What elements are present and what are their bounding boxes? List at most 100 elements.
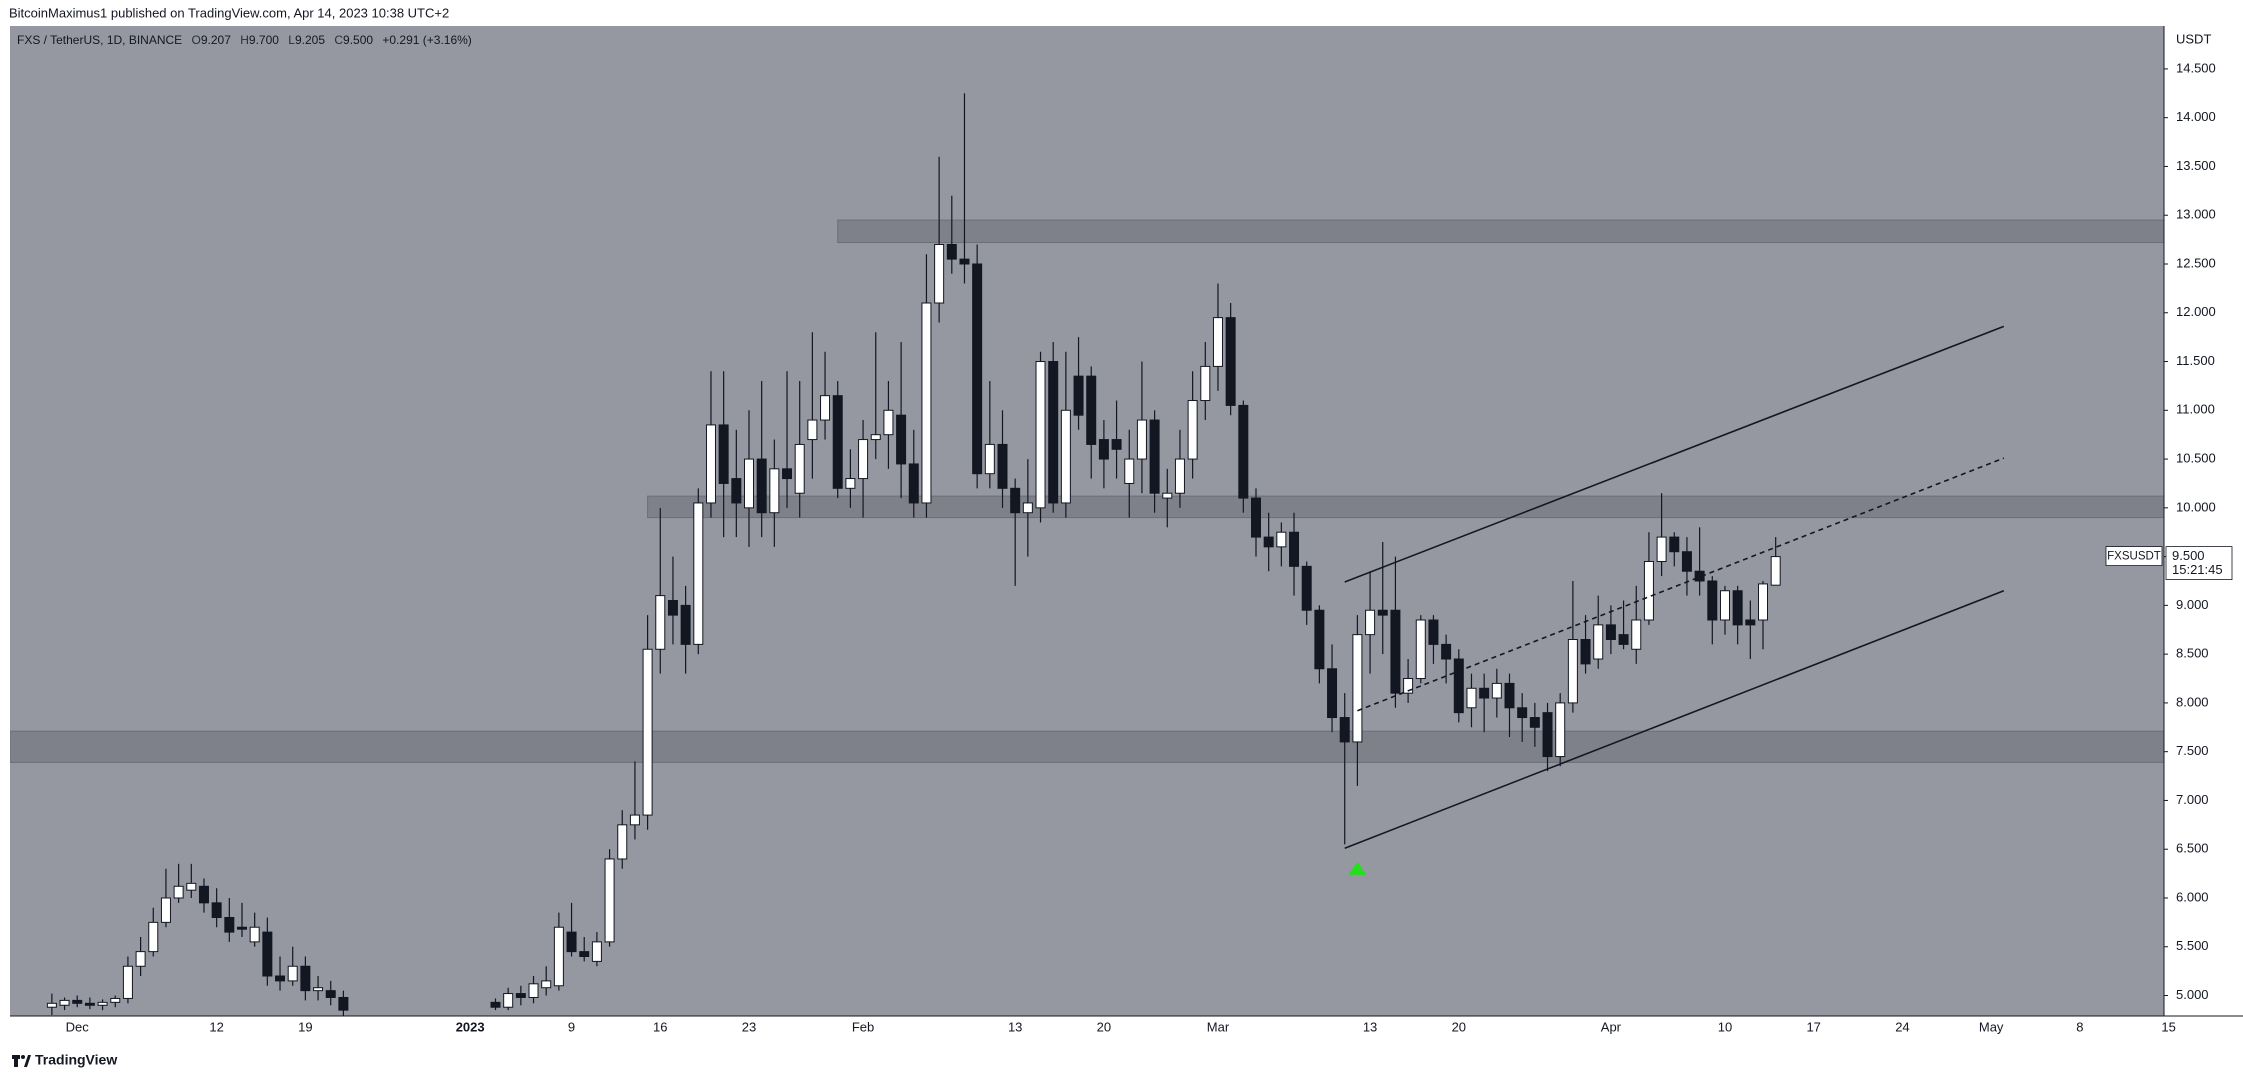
logo-part <box>24 1055 31 1067</box>
x-tick-label: 9 <box>568 1019 575 1034</box>
legend-value: 9.205 <box>295 33 325 47</box>
candle-body <box>1086 375 1097 445</box>
candle-body <box>1314 609 1325 670</box>
candle-body <box>122 965 133 999</box>
x-tick-label: May <box>1979 1019 2004 1034</box>
candle-body <box>503 993 514 1008</box>
candle-body <box>490 1001 501 1008</box>
candle-body <box>1301 565 1312 611</box>
candle-body <box>984 443 995 475</box>
candle-body <box>1694 570 1705 582</box>
y-tick-label: 6.000 <box>2176 889 2209 904</box>
zone <box>647 495 2164 519</box>
candle-body <box>629 814 640 826</box>
y-tick-label: 11.000 <box>2176 402 2215 417</box>
candle-body <box>642 648 653 816</box>
candle-body <box>173 885 184 899</box>
candle-body <box>1428 619 1439 645</box>
candle-body <box>275 975 286 982</box>
legend-key: C <box>334 33 343 47</box>
x-tick-label: 17 <box>1806 1019 1820 1034</box>
y-tick-label: 10.000 <box>2176 499 2216 514</box>
x-tick-label: Feb <box>852 1019 874 1034</box>
candle-body <box>782 468 793 480</box>
candle-body <box>807 419 818 441</box>
candle-body <box>528 983 539 998</box>
candle-body <box>705 424 716 504</box>
candle-body <box>820 395 831 421</box>
candle-body <box>693 502 704 645</box>
candle-body <box>1377 609 1388 616</box>
symbol-tag-label: FXSUSDT <box>2107 551 2161 563</box>
legend-key: L <box>288 33 295 47</box>
candle-body <box>617 824 628 860</box>
symbol-tag <box>2105 546 2163 567</box>
candle-body <box>1441 643 1452 660</box>
candle-body <box>845 478 856 489</box>
candle-body <box>731 478 742 504</box>
x-tick-label: 12 <box>209 1019 223 1034</box>
candle-body <box>1136 419 1147 460</box>
legend-change: +0.291 (+3.16%) <box>382 33 471 47</box>
candle-body <box>680 604 691 645</box>
candle-body <box>1073 375 1084 416</box>
candle-body <box>249 926 260 943</box>
x-tick-label: 13 <box>1363 1019 1377 1034</box>
candle-body <box>1390 609 1401 694</box>
candle-body <box>97 1001 108 1006</box>
candle-body <box>1542 712 1553 758</box>
candle-body <box>1060 409 1071 504</box>
candle-body <box>1022 502 1033 514</box>
candle-body <box>1263 536 1274 548</box>
legend-value: 9.500 <box>343 33 373 47</box>
x-tick-label: 15 <box>2161 1019 2175 1034</box>
candle-body <box>883 409 894 436</box>
x-tick-label: 19 <box>298 1019 312 1034</box>
signal-marker <box>1348 861 1367 875</box>
candle-body <box>186 882 197 891</box>
candle-body <box>832 395 843 489</box>
legend-symbol: FXS / TetherUS, 1D, BINANCE <box>17 33 182 47</box>
candle-body <box>1719 590 1730 621</box>
candle-body <box>1415 619 1426 680</box>
candle-body <box>769 468 780 514</box>
candle-body <box>1187 400 1198 460</box>
x-tick-label: 20 <box>1452 1019 1466 1034</box>
candle-body <box>1174 458 1185 494</box>
y-tick-label: 14.000 <box>2176 109 2216 124</box>
price-axis-unit: USDT <box>2176 31 2211 46</box>
x-tick-label: 16 <box>653 1019 667 1034</box>
candle-body <box>1517 707 1528 719</box>
candle-body <box>1643 560 1654 621</box>
y-tick-label: 13.500 <box>2176 158 2216 173</box>
candle-body <box>1048 361 1059 504</box>
legend-key: H <box>240 33 249 47</box>
candle-body <box>1770 556 1781 586</box>
x-tick-label: 8 <box>2076 1019 2083 1034</box>
candle-body <box>1555 702 1566 758</box>
y-tick-label: 5.500 <box>2176 938 2209 953</box>
y-tick-label: 12.000 <box>2176 304 2216 319</box>
y-tick-label: 7.500 <box>2176 743 2209 758</box>
y-tick-label: 6.500 <box>2176 841 2209 856</box>
candle-body <box>1605 624 1616 641</box>
candle-body <box>211 902 222 918</box>
candle-body <box>1707 580 1718 621</box>
x-tick-label: Apr <box>1601 1019 1622 1034</box>
x-tick-label: 24 <box>1895 1019 1909 1034</box>
candle-body <box>667 599 678 616</box>
candle-body <box>1124 458 1135 484</box>
candle-body <box>579 951 590 958</box>
plot-area <box>10 93 2164 1016</box>
x-tick-label: Mar <box>1207 1019 1230 1034</box>
candle-body <box>908 463 919 504</box>
legend-key: O <box>192 33 201 47</box>
trend-line <box>1357 457 2005 712</box>
candle-body <box>946 243 957 260</box>
candle-body <box>934 243 945 304</box>
candle-body <box>1732 590 1743 626</box>
zone <box>10 730 2164 763</box>
candle-body <box>1631 619 1642 650</box>
